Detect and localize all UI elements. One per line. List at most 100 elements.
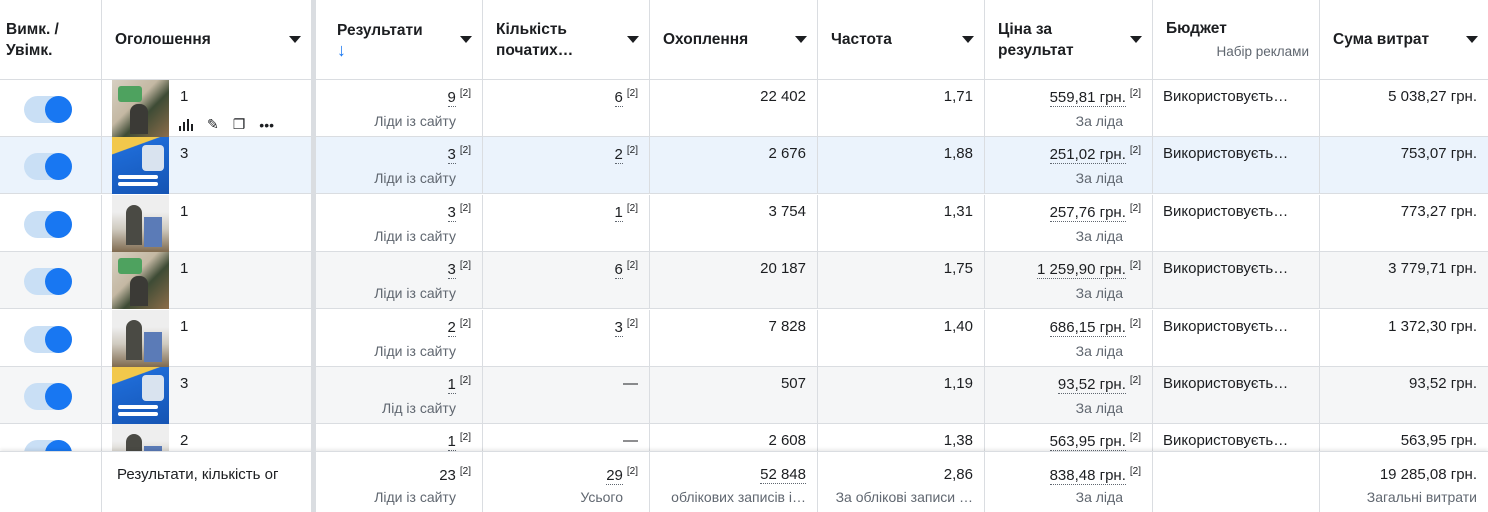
frequency-cell: 1,19 (818, 367, 985, 423)
ad-thumbnail-image[interactable] (112, 194, 169, 252)
footer-spend-cell: 19 285,08 грн. Загальні витрати (1320, 452, 1488, 512)
ad-on-off-toggle[interactable] (24, 96, 72, 123)
chevron-down-icon[interactable] (962, 36, 974, 43)
ad-cell: 1 (102, 309, 312, 367)
edit-pencil-icon[interactable]: ✎ (207, 116, 219, 132)
chevron-down-icon[interactable] (1130, 36, 1142, 43)
cost-unit: За ліда (1075, 113, 1123, 129)
chevron-down-icon[interactable] (289, 36, 301, 43)
starts-value[interactable]: 6 [2] (614, 88, 638, 107)
ad-on-off-toggle[interactable] (24, 268, 72, 296)
starts-value[interactable]: 6 [2] (614, 260, 638, 280)
footer-budget-cell (1153, 452, 1320, 512)
col-header-budget[interactable]: Бюджет Набір реклами (1153, 0, 1320, 79)
cost-cell: 559,81 грн. [2] За ліда (985, 80, 1153, 136)
cost-value[interactable]: 563,95 грн. [2] (1049, 432, 1141, 452)
col-header-results[interactable]: Результати ↓ (316, 0, 483, 79)
col-header-toggle: Вимк. / Увімк. (0, 0, 102, 79)
col-header-cost-per-result[interactable]: Ціна за результат (985, 0, 1153, 79)
footer-reach-value[interactable]: 52 848 (760, 466, 806, 484)
starts-value[interactable]: 3 [2] (614, 317, 638, 337)
footer-results-cell: 23 [2] Ліди із сайту (316, 452, 483, 512)
col-header-cost-label: Ціна за результат (998, 20, 1074, 59)
ad-thumbnail-image[interactable] (112, 252, 169, 310)
budget-cell: Використовуєть… (1153, 194, 1320, 251)
results-value[interactable]: 2 [2] (447, 317, 471, 337)
toggle-cell (0, 137, 102, 194)
starts-value[interactable]: 2 [2] (614, 145, 638, 165)
chevron-down-icon[interactable] (1466, 36, 1478, 43)
ad-on-off-toggle[interactable] (24, 325, 72, 353)
ad-name[interactable]: 1 (180, 202, 189, 220)
cost-value[interactable]: 1 259,90 грн. [2] (1037, 260, 1141, 280)
footer-results-value: 23 [2] (439, 466, 471, 484)
col-header-ad[interactable]: Оголошення (102, 0, 312, 79)
table-row[interactable]: 3 1 [2] Лід із сайту — 507 1,19 93,52 грн… (0, 367, 1488, 424)
col-header-frequency[interactable]: Частота (818, 0, 985, 79)
budget-cell: Використовуєть… (1153, 80, 1320, 136)
footer-starts-value[interactable]: 29 [2] (606, 466, 638, 485)
col-header-spend[interactable]: Сума витрат (1320, 0, 1488, 79)
toggle-cell (0, 309, 102, 366)
ad-on-off-toggle[interactable] (24, 210, 72, 238)
frozen-column-divider[interactable] (311, 0, 316, 512)
ad-thumbnail-image[interactable] (112, 367, 169, 424)
starts-value: — (623, 432, 638, 450)
sort-descending-icon[interactable]: ↓ (337, 40, 346, 59)
insights-bar-chart-icon[interactable] (179, 118, 193, 131)
budget-value: Використовуєть… (1163, 202, 1289, 220)
reach-value: 22 402 (760, 88, 806, 105)
ad-name[interactable]: 1 (180, 260, 189, 278)
results-value[interactable]: 1 [2] (447, 432, 471, 452)
chevron-down-icon[interactable] (795, 36, 807, 43)
cost-value[interactable]: 93,52 грн. [2] (1057, 375, 1141, 394)
ad-name[interactable]: 3 (180, 145, 189, 163)
ad-name[interactable]: 3 (180, 375, 189, 392)
chevron-down-icon[interactable] (627, 36, 639, 43)
results-value[interactable]: 9 [2] (447, 88, 471, 107)
col-header-reach-label: Охоплення (663, 31, 749, 48)
results-value[interactable]: 1 [2] (447, 375, 471, 394)
cost-value[interactable]: 251,02 грн. [2] (1049, 145, 1141, 165)
ad-thumbnail-image[interactable] (112, 309, 169, 367)
col-header-reach[interactable]: Охоплення (650, 0, 818, 79)
ad-thumbnail-image[interactable] (112, 80, 169, 137)
ad-name[interactable]: 1 (180, 317, 189, 335)
results-value[interactable]: 3 [2] (447, 145, 471, 165)
ad-name[interactable]: 2 (180, 432, 189, 450)
table-row[interactable]: 1 3 [2] Ліди із сайту 1 [2] 3 754 1,31 257… (0, 194, 1488, 252)
budget-value: Використовуєть… (1163, 260, 1289, 278)
chevron-down-icon[interactable] (460, 36, 472, 43)
cost-value[interactable]: 686,15 грн. [2] (1049, 317, 1141, 337)
reach-cell: 3 754 (650, 194, 818, 251)
toggle-knob (45, 96, 72, 123)
col-header-frequency-label: Частота (831, 31, 892, 48)
cost-value[interactable]: 559,81 грн. [2] (1049, 88, 1141, 107)
spend-cell: 93,52 грн. (1320, 367, 1488, 423)
frequency-cell: 1,31 (818, 194, 985, 251)
spend-cell: 1 372,30 грн. (1320, 310, 1488, 366)
spend-cell: 753,07 грн. (1320, 137, 1488, 193)
col-header-ad-label: Оголошення (115, 31, 211, 48)
table-row[interactable]: 3 3 [2] Ліди із сайту 2 [2] 2 676 1,88 251… (0, 137, 1488, 195)
starts-value[interactable]: 1 [2] (614, 202, 638, 222)
table-row[interactable]: 1 2 [2] Ліди із сайту 3 [2] 7 828 1,40 686… (0, 309, 1488, 367)
col-header-starts[interactable]: Кількість початих… (483, 0, 650, 79)
table-row[interactable]: 1 ✎ ❐ ••• 9 [2] Ліди із сайту 6 [2] 22 402… (0, 80, 1488, 137)
cost-value[interactable]: 257,76 грн. [2] (1049, 202, 1141, 222)
results-value[interactable]: 3 [2] (447, 202, 471, 222)
ad-name[interactable]: 1 (180, 88, 189, 105)
frequency-value: 1,40 (943, 317, 973, 335)
footer-cost-value[interactable]: 838,48 грн. [2] (1049, 466, 1141, 485)
results-value[interactable]: 3 [2] (447, 260, 471, 280)
ad-on-off-toggle[interactable] (24, 153, 72, 181)
ad-cell: 3 (102, 367, 312, 424)
duplicate-icon[interactable]: ❐ (232, 116, 246, 132)
reach-cell: 22 402 (650, 80, 818, 136)
table-row[interactable]: 1 3 [2] Ліди із сайту 6 [2] 20 187 1,75 1 … (0, 252, 1488, 310)
more-options-icon[interactable]: ••• (259, 116, 275, 133)
ad-thumbnail-image[interactable] (112, 137, 169, 195)
spend-value: 3 779,71 грн. (1388, 260, 1477, 278)
toggle-cell (0, 252, 102, 309)
ad-on-off-toggle[interactable] (24, 383, 72, 410)
